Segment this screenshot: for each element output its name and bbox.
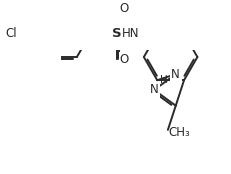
Text: S: S [112,27,121,40]
Text: CH₃: CH₃ [168,126,189,139]
Text: H: H [159,75,167,85]
Text: Cl: Cl [5,27,16,40]
Text: HN: HN [121,27,139,40]
Text: N: N [149,84,158,96]
Text: N: N [171,68,179,81]
Text: O: O [119,2,128,15]
Text: O: O [119,53,128,66]
